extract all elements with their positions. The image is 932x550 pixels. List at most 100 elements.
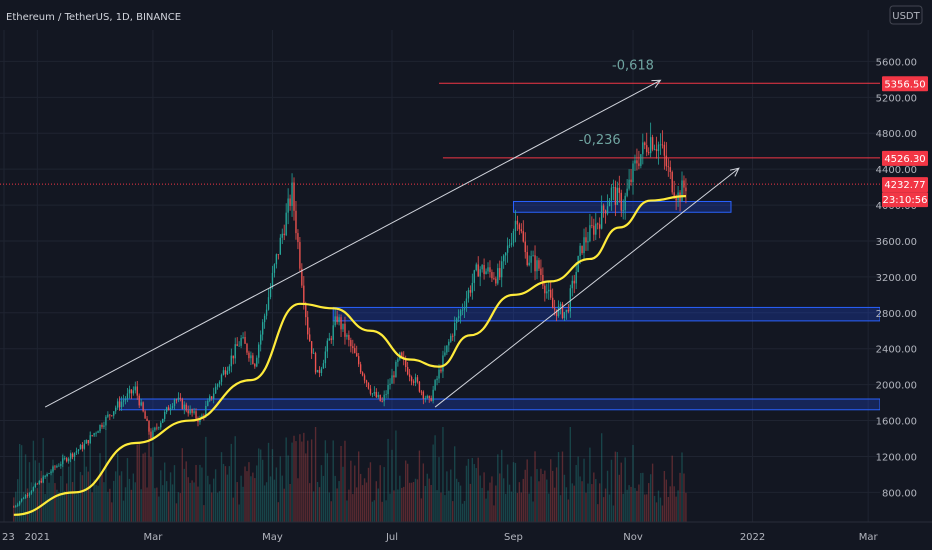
volume-bar xyxy=(107,491,109,522)
volume-bar xyxy=(401,487,403,522)
volume-bar xyxy=(116,453,119,522)
candle-body xyxy=(81,445,84,449)
volume-bar xyxy=(238,504,240,522)
volume-bar xyxy=(97,485,99,522)
volume-bar xyxy=(326,453,329,522)
time-tick-label: Nov xyxy=(623,532,643,543)
candle-body xyxy=(77,449,80,452)
volume-bar xyxy=(600,433,603,522)
candle-body xyxy=(52,466,54,472)
candle-body xyxy=(620,192,622,211)
candle-body xyxy=(250,355,252,359)
volume-bar xyxy=(246,471,248,522)
candle-body xyxy=(673,192,675,198)
candle-body xyxy=(287,198,289,213)
volume-bar xyxy=(640,473,642,522)
support-zone xyxy=(512,200,732,213)
time-tick-label: May xyxy=(262,532,283,543)
volume-bar xyxy=(369,462,372,522)
volume-bar xyxy=(165,481,168,522)
moving-average xyxy=(13,194,686,516)
candle-body xyxy=(158,427,160,429)
volume-bar xyxy=(297,478,299,522)
volume-bar xyxy=(583,458,585,522)
volume-bar xyxy=(448,490,450,522)
volume-bar xyxy=(612,505,615,522)
volume-bar xyxy=(444,495,446,522)
candle-body xyxy=(516,220,519,225)
volume-bar xyxy=(465,465,468,522)
volume-bar xyxy=(258,448,260,522)
volume-bar xyxy=(655,502,658,522)
candle-body xyxy=(599,224,601,229)
volume-bar xyxy=(226,474,229,522)
volume-bar xyxy=(312,491,315,522)
candle-body xyxy=(465,298,468,309)
volume-bar xyxy=(83,445,86,522)
currency-button[interactable] xyxy=(889,5,923,25)
volume-bar xyxy=(222,463,225,522)
candle-body xyxy=(518,224,521,230)
candle-body xyxy=(528,262,530,266)
volume-bar xyxy=(250,476,252,522)
candle-body xyxy=(128,389,131,394)
candle-body xyxy=(661,144,664,146)
volume-bar xyxy=(610,459,613,522)
candle-body xyxy=(493,278,495,280)
volume-bar xyxy=(244,466,246,522)
candle-body xyxy=(363,375,366,381)
price-tag-label: 5356.50 xyxy=(884,79,925,90)
candle-body xyxy=(148,420,150,432)
candle-body xyxy=(405,359,407,368)
volume-bar xyxy=(389,493,391,522)
volume-bar xyxy=(361,485,364,522)
volume-bar xyxy=(573,485,575,522)
candle-body xyxy=(26,495,29,497)
volume-bar xyxy=(240,475,242,522)
volume-bar xyxy=(281,475,283,522)
volume-bar xyxy=(309,483,311,522)
candle-body xyxy=(209,396,211,401)
volume-bar xyxy=(156,487,158,522)
volume-bar xyxy=(661,505,664,522)
candle-body xyxy=(316,370,319,373)
channel-lines[interactable] xyxy=(44,79,740,408)
price-tag xyxy=(882,177,928,193)
candle-body xyxy=(312,353,315,354)
volume-bar xyxy=(644,494,646,522)
volume-bar xyxy=(271,449,274,522)
candle-body xyxy=(461,309,464,311)
candle-body xyxy=(418,381,421,392)
volume-bar xyxy=(132,473,135,522)
candle-body xyxy=(624,195,626,211)
candle-body xyxy=(318,370,321,374)
time-axis[interactable]: 23 2021 Mar May Jul Sep Nov 2022 Mar xyxy=(0,521,932,543)
candle-body xyxy=(577,255,579,273)
price-tag xyxy=(882,76,928,92)
price-tag-label: 4526.30 xyxy=(884,154,925,165)
volume-bar xyxy=(120,471,123,522)
volume-bar xyxy=(24,454,27,522)
candle-body xyxy=(463,308,466,310)
candle-body xyxy=(242,336,244,338)
volume-bar xyxy=(336,488,338,522)
price-tick-label: 3600.00 xyxy=(876,237,917,248)
volume-bar xyxy=(324,440,327,522)
candle-body xyxy=(452,335,454,337)
candle-body xyxy=(111,415,113,417)
volume-bar xyxy=(148,427,150,522)
volume-bar xyxy=(473,464,475,522)
volume-bar xyxy=(152,442,154,522)
volume-bar xyxy=(348,489,350,522)
fib-label: -0,236 xyxy=(579,133,621,148)
candle-body xyxy=(655,149,658,152)
volume-bar xyxy=(48,482,50,522)
volume-bar xyxy=(287,455,289,522)
volume-bar xyxy=(220,452,223,522)
candle-body xyxy=(205,405,207,416)
volume-bar xyxy=(508,484,511,522)
volume-bar xyxy=(501,449,503,522)
candle-body xyxy=(438,369,440,379)
volume-bar xyxy=(211,492,213,522)
